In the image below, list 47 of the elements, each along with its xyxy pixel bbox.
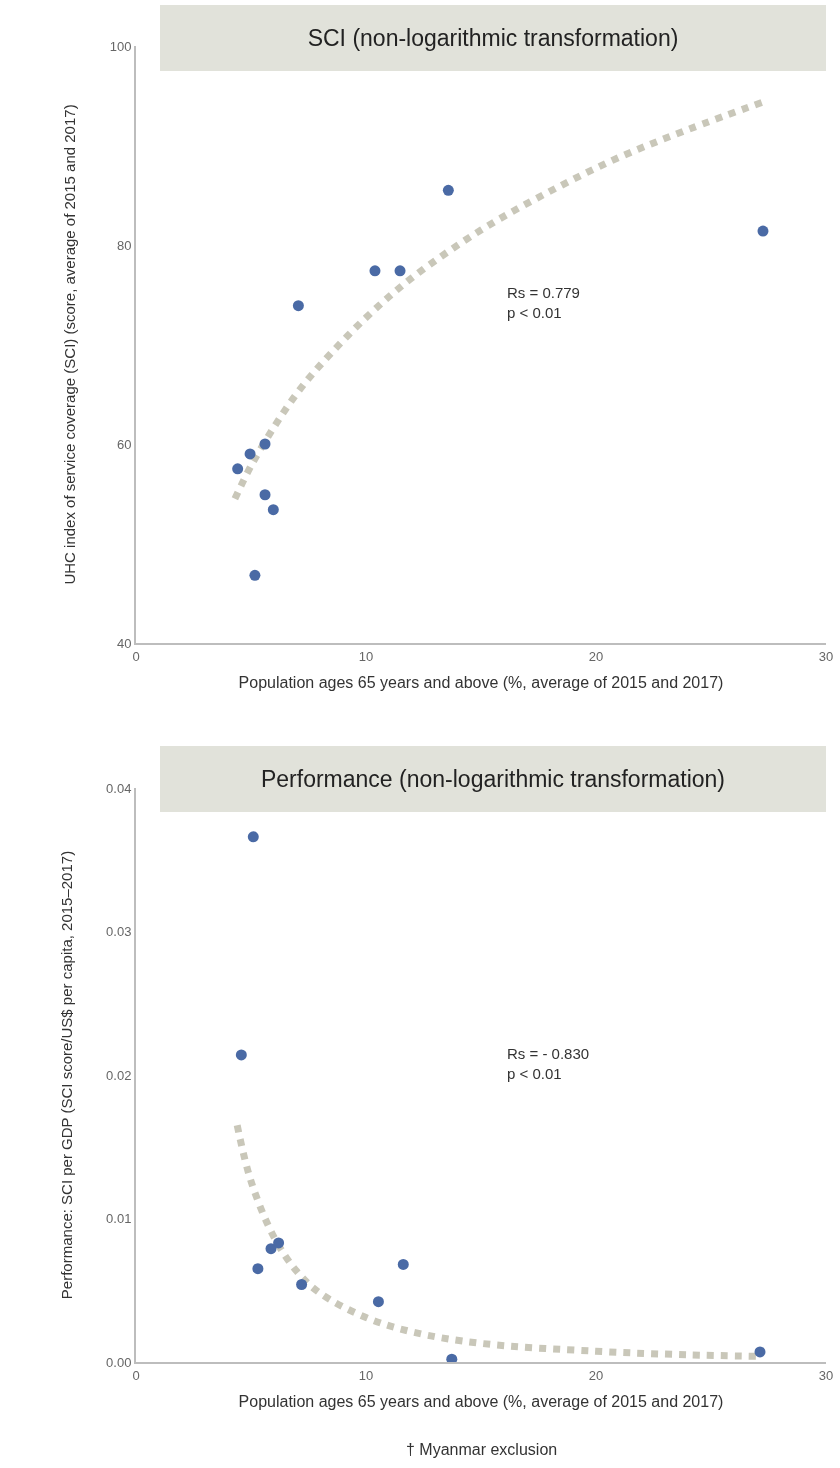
y-tick-label: 100 <box>109 38 132 54</box>
point <box>394 265 406 277</box>
x-tick-label: 0 <box>132 648 140 664</box>
x-tick-label: 0 <box>132 1367 140 1383</box>
y-tick-label: 80 <box>116 237 132 253</box>
point <box>249 569 261 581</box>
y-tick-label: 0.03 <box>106 924 132 940</box>
annotation: Rs = 0.779 p < 0.01 <box>507 284 580 321</box>
annotation: Rs = - 0.830 p < 0.01 <box>507 1045 590 1082</box>
y-tick-label: 40 <box>116 635 132 651</box>
point <box>754 1346 766 1358</box>
x-tick-label: 20 <box>588 1367 604 1383</box>
point <box>296 1279 308 1291</box>
y-axis-title: Performance: SCI per GDP (SCI score/US$ per capita, 2015–2017) <box>57 850 75 1300</box>
y-axis-title: UHC index of service coverage (SCI) (score, average of 2015 and 2017) <box>61 104 79 585</box>
text: † Myanmar exclusion <box>406 1441 558 1458</box>
y-tick-label: 0.01 <box>106 1211 132 1227</box>
x-tick-label: 10 <box>358 1367 374 1383</box>
x-axis-title: Population ages 65 years and above (%, average of 2015 and 2017) <box>238 673 724 691</box>
x-tick-label: 30 <box>818 648 834 664</box>
point <box>244 448 256 460</box>
y-tick-label: 0.02 <box>106 1067 132 1083</box>
point <box>252 1263 264 1275</box>
x-axis-title: Population ages 65 years and above (%, average of 2015 and 2017) <box>238 1392 724 1410</box>
point <box>232 463 244 475</box>
y-tick-label: 0.04 <box>106 780 132 796</box>
title-banner: Performance (non-logarithmic transformation) <box>160 746 826 812</box>
x-tick-label: 10 <box>358 648 374 664</box>
point <box>292 300 304 312</box>
point <box>397 1258 409 1270</box>
point <box>372 1296 384 1308</box>
point <box>259 438 271 450</box>
point <box>265 1243 277 1255</box>
point <box>442 184 454 196</box>
y-tick-label: 60 <box>116 436 132 452</box>
point <box>757 225 769 237</box>
title-banner: SCI (non-logarithmic transformation) <box>160 5 826 71</box>
point <box>267 504 279 516</box>
point <box>446 1353 458 1362</box>
point <box>235 1049 247 1061</box>
point <box>247 831 259 843</box>
point <box>259 489 271 501</box>
x-tick-label: 30 <box>818 1367 834 1383</box>
x-tick-label: 20 <box>588 648 604 664</box>
point <box>369 265 381 277</box>
y-tick-label: 0.00 <box>106 1354 132 1370</box>
point <box>273 1237 285 1249</box>
